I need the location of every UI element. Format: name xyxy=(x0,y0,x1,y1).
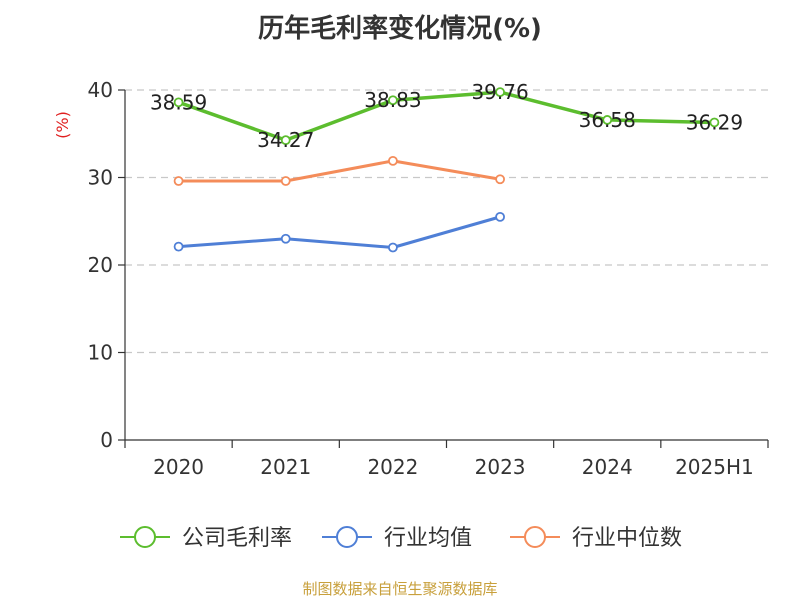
legend-marker xyxy=(336,526,358,548)
y-tick-label: 30 xyxy=(88,166,113,190)
y-tick-label: 20 xyxy=(88,253,113,277)
y-tick-label: 0 xyxy=(100,428,113,452)
legend-label: 公司毛利率 xyxy=(182,526,292,551)
data-point xyxy=(495,211,505,222)
data-point xyxy=(280,135,291,146)
series-layer xyxy=(173,87,720,253)
x-tick-label: 2022 xyxy=(367,455,418,479)
x-tick-label: 2025H1 xyxy=(675,455,754,479)
x-tick-label: 2024 xyxy=(582,455,633,479)
data-label-layer: 38.59 34.27 38.83 39.76 36.58 36.29 xyxy=(150,80,743,152)
data-point xyxy=(495,87,505,97)
x-tick-label: 2021 xyxy=(260,455,311,479)
grid-layer xyxy=(125,89,768,354)
source-note: 制图数据来自恒生聚源数据库 xyxy=(302,580,498,598)
x-tick-label: 2023 xyxy=(475,455,526,479)
y-axis-title: (%) xyxy=(53,111,72,139)
data-label: 36.29 xyxy=(686,110,743,134)
data-point xyxy=(280,176,291,186)
data-point xyxy=(173,241,184,252)
legend-marker xyxy=(524,526,546,548)
data-label: 34.27 xyxy=(257,128,314,152)
data-point xyxy=(388,155,398,166)
data-point xyxy=(709,117,720,128)
series-line-0 xyxy=(178,90,715,142)
data-point xyxy=(602,115,613,125)
x-tick-label: 2020 xyxy=(153,455,204,479)
series-line-1 xyxy=(178,215,501,249)
data-point xyxy=(388,242,398,253)
data-label: 39.76 xyxy=(471,80,528,104)
data-point xyxy=(280,233,291,244)
legend: 公司毛利率 行业均值 行业中位数 xyxy=(120,526,682,551)
data-point xyxy=(388,95,398,106)
y-tick-label: 40 xyxy=(88,78,113,102)
data-label: 36.58 xyxy=(579,108,636,132)
data-point xyxy=(495,174,505,185)
data-point xyxy=(173,176,184,186)
axis-layer: 0 10 20 30 40 2020 2021 2022 2023 2024 2025H1 xyxy=(88,78,769,479)
data-label: 38.83 xyxy=(364,88,421,112)
y-tick-label: 10 xyxy=(88,341,113,365)
legend-marker xyxy=(134,526,156,548)
data-label: 38.59 xyxy=(150,90,207,114)
data-point xyxy=(173,97,184,108)
legend-label: 行业中位数 xyxy=(572,526,682,551)
legend-label: 行业均值 xyxy=(384,526,472,551)
chart-title: 历年毛利率变化情况(%) xyxy=(258,14,542,44)
series-line-2 xyxy=(178,159,501,183)
